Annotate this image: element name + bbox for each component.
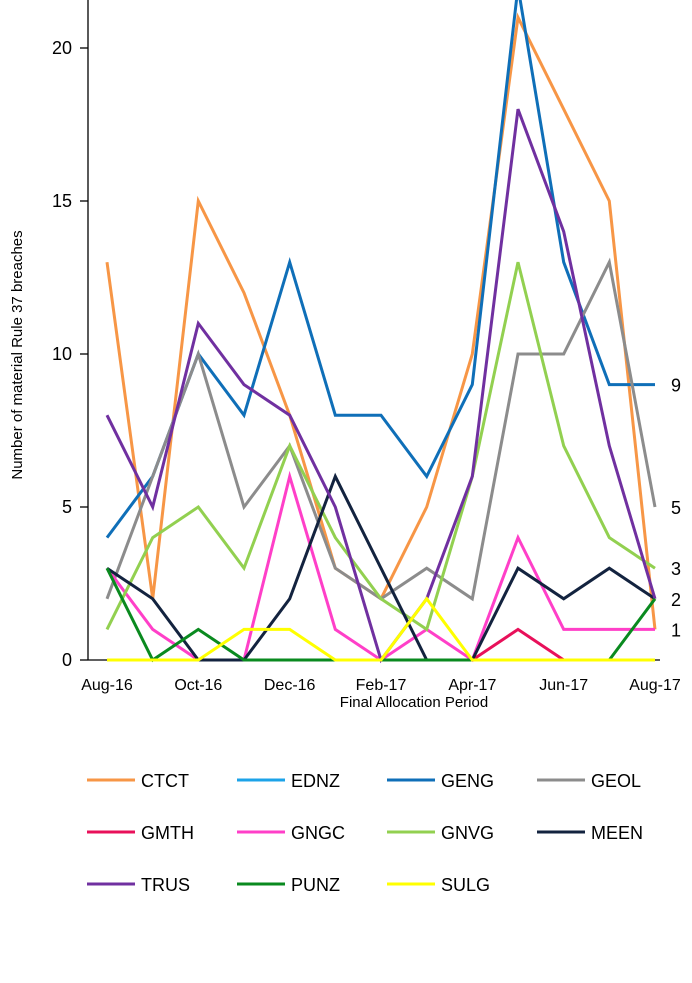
series-line-geol [105, 257, 657, 602]
legend-item-sulg: SULG [387, 875, 490, 895]
legend-label: PUNZ [291, 875, 340, 895]
x-tick-label: Aug-17 [629, 677, 681, 694]
series-line-ctct [105, 12, 657, 630]
legend-label: CTCT [141, 771, 189, 791]
x-axis-title: Final Allocation Period [340, 694, 488, 711]
legend-item-gmth: GMTH [87, 823, 194, 843]
series-line-gnvg [105, 261, 656, 632]
x-tick-label: Feb-17 [356, 677, 407, 694]
y-axis: 0 5 10 15 20 [52, 0, 89, 670]
y-tick-label: 10 [52, 344, 72, 364]
end-value-label: 3 [671, 559, 681, 579]
legend-label: SULG [441, 875, 490, 895]
legend-item-trus: TRUS [87, 875, 190, 895]
x-tick-label: Aug-16 [81, 677, 133, 694]
legend-item-punz: PUNZ [237, 875, 340, 895]
series-line-sulg [107, 596, 655, 662]
series-line-meen [106, 472, 656, 662]
y-axis-title: Number of material Rule 37 breaches [9, 230, 26, 479]
x-axis: Aug-16 Oct-16 Dec-16 Feb-17 Apr-17 Jun-17 Aug-… [81, 659, 681, 694]
legend-label: GNVG [441, 823, 494, 843]
legend-label: TRUS [141, 875, 190, 895]
end-labels: 9 5 3 2 1 [671, 376, 681, 641]
legend-label: GENG [441, 771, 494, 791]
legend-label: EDNZ [291, 771, 340, 791]
x-tick-label: Dec-16 [264, 677, 316, 694]
series-lines [105, 0, 657, 664]
series-line-trus [105, 108, 657, 664]
legend-item-ednz: EDNZ [237, 771, 340, 791]
legend-item-gnvg: GNVG [387, 823, 494, 843]
end-value-label: 5 [671, 498, 681, 518]
legend-label: GEOL [591, 771, 641, 791]
legend-item-gngc: GNGC [237, 823, 345, 843]
legend-label: GNGC [291, 823, 345, 843]
x-tick-label: Apr-17 [448, 677, 496, 694]
y-tick-label: 15 [52, 191, 72, 211]
y-tick-label: 5 [62, 497, 72, 517]
legend-item-geol: GEOL [537, 771, 641, 791]
y-tick-label: 0 [62, 650, 72, 670]
legend: CTCT EDNZ GENG GEOL GMTH GNGC GNVG MEEN TRUS PUNZ… [87, 771, 643, 895]
legend-item-geng: GENG [387, 771, 494, 791]
legend-item-ctct: CTCT [87, 771, 189, 791]
x-tick-label: Jun-17 [539, 677, 588, 694]
end-value-label: 1 [671, 620, 681, 640]
legend-label: MEEN [591, 823, 643, 843]
x-tick-label: Oct-16 [174, 677, 222, 694]
legend-item-meen: MEEN [537, 823, 643, 843]
end-value-label: 9 [671, 376, 681, 396]
y-tick-label: 20 [52, 38, 72, 58]
legend-label: GMTH [141, 823, 194, 843]
end-value-label: 2 [671, 590, 681, 610]
